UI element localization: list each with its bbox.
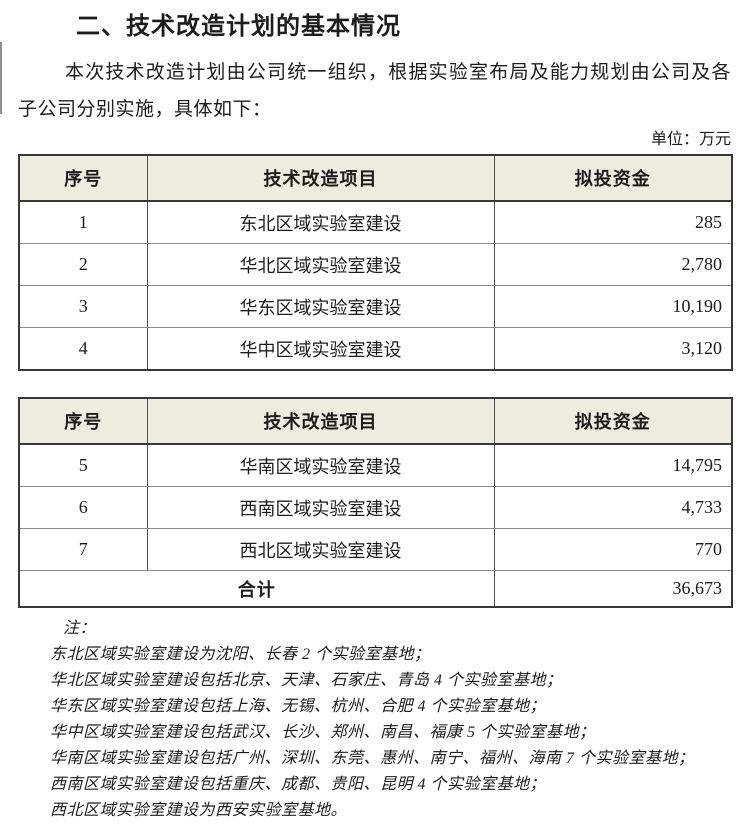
paragraph-line-1: 本次技术改造计划由公司统一组织，根据实验室布局及能力规划由公司及各 [65,62,731,83]
row-amount: 4,733 [493,486,733,529]
table-row: 6 西南区域实验室建设 4,733 [18,486,733,529]
row-no: 1 [18,200,148,244]
table-row: 4 华中区域实验室建设 3,120 [18,327,733,371]
header-no: 序号 [18,154,148,202]
table-header-row: 序号 技术改造项目 拟投资金 [18,154,733,202]
row-amount: 770 [493,528,733,571]
table-row: 1 东北区域实验室建设 285 [18,200,733,244]
note-line: 西南区域实验室建设包括重庆、成都、贵阳、昆明 4 个实验室基地； [50,776,547,793]
paragraph-line-2: 子公司分别实施，具体如下： [18,99,272,120]
row-project: 西北区域实验室建设 [146,528,495,571]
intro-paragraph: 本次技术改造计划由公司统一组织，根据实验室布局及能力规划由公司及各 子公司分别实… [18,60,731,123]
row-no: 4 [18,327,148,371]
row-project: 西南区域实验室建设 [146,486,495,529]
notes-label: 注： [63,620,97,637]
row-no: 5 [18,443,148,487]
table-total-row: 合计 36,673 [18,570,733,608]
row-no: 6 [18,486,148,529]
row-amount: 285 [493,200,733,244]
row-project: 华南区域实验室建设 [146,443,495,487]
row-no: 3 [18,285,148,328]
header-no: 序号 [18,397,148,445]
header-project: 技术改造项目 [146,154,495,202]
investment-table-2: 序号 技术改造项目 拟投资金 5 华南区域实验室建设 14,795 6 西南区域… [18,397,733,608]
unit-label: 单位：万元 [650,131,731,148]
note-line: 华中区域实验室建设包括武汉、长沙、郑州、南昌、福康 5 个实验室基地； [50,724,596,741]
note-line: 西北区域实验室建设为西安实验室基地。 [50,802,348,819]
note-line: 华南区域实验室建设包括广州、深圳、东莞、惠州、南宁、福州、海南 7 个实验室基地… [50,750,695,767]
row-project: 东北区域实验室建设 [146,200,495,244]
row-amount: 2,780 [493,243,733,286]
table-row: 7 西北区域实验室建设 770 [18,528,733,571]
table-header-row: 序号 技术改造项目 拟投资金 [18,397,733,445]
notes-section: 注： 东北区域实验室建设为沈阳、长春 2 个实验室基地； 华北区域实验室建设包括… [50,616,749,824]
scan-edge-line [0,42,2,114]
total-amount: 36,673 [493,570,733,608]
row-amount: 14,795 [493,443,733,487]
section-title: 二、技术改造计划的基本情况 [76,13,401,40]
row-amount: 10,190 [493,285,733,328]
row-no: 2 [18,243,148,286]
total-label: 合计 [18,570,495,608]
note-line: 华北区域实验室建设包括北京、天津、石家庄、青岛 4 个实验室基地； [50,672,563,689]
header-amount: 拟投资金 [493,154,733,202]
row-project: 华中区域实验室建设 [146,327,495,371]
note-line: 东北区域实验室建设为沈阳、长春 2 个实验室基地； [50,646,431,663]
row-project: 华北区域实验室建设 [146,243,495,286]
header-amount: 拟投资金 [493,397,733,445]
note-line: 华东区域实验室建设包括上海、无锡、杭州、合肥 4 个实验室基地； [50,698,547,715]
table-row: 2 华北区域实验室建设 2,780 [18,243,733,286]
row-project: 华东区域实验室建设 [146,285,495,328]
table-row: 3 华东区域实验室建设 10,190 [18,285,733,328]
investment-table-1: 序号 技术改造项目 拟投资金 1 东北区域实验室建设 285 2 华北区域实验室… [18,154,733,371]
header-project: 技术改造项目 [146,397,495,445]
row-no: 7 [18,528,148,571]
row-amount: 3,120 [493,327,733,371]
document-page: 二、技术改造计划的基本情况 本次技术改造计划由公司统一组织，根据实验室布局及能力… [0,13,733,819]
table-row: 5 华南区域实验室建设 14,795 [18,443,733,487]
